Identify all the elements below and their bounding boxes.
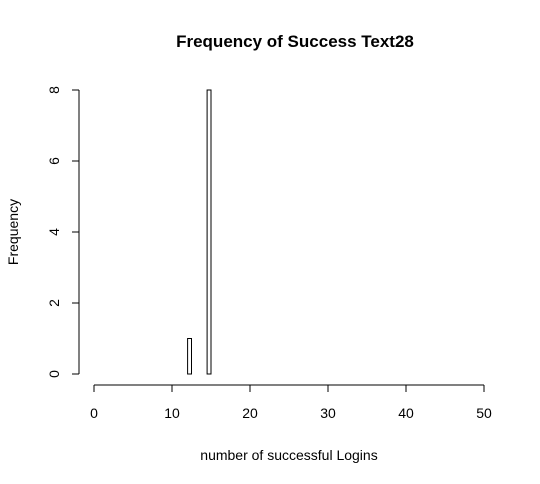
y-axis: 0 2 4 6 8 [46, 86, 79, 378]
bars-group [188, 90, 211, 374]
x-tick-label-50: 50 [476, 405, 492, 421]
x-tick-label-30: 30 [320, 405, 336, 421]
y-tick-label-0: 0 [46, 370, 62, 378]
chart-title: Frequency of Success Text28 [176, 32, 414, 51]
x-tick-label-10: 10 [164, 405, 180, 421]
x-axis-label: number of successful Logins [200, 447, 377, 463]
x-tick-label-40: 40 [398, 405, 414, 421]
y-tick-label-6: 6 [46, 157, 62, 165]
y-tick-label-8: 8 [46, 86, 62, 94]
histogram-bar-0 [188, 339, 192, 375]
x-tick-label-0: 0 [90, 405, 98, 421]
x-axis: 0 10 20 30 40 50 [90, 385, 492, 421]
y-axis-label: Frequency [5, 199, 21, 265]
x-tick-label-20: 20 [242, 405, 258, 421]
histogram-bar-5 [207, 90, 211, 374]
y-tick-label-4: 4 [46, 228, 62, 236]
y-tick-label-2: 2 [46, 299, 62, 307]
